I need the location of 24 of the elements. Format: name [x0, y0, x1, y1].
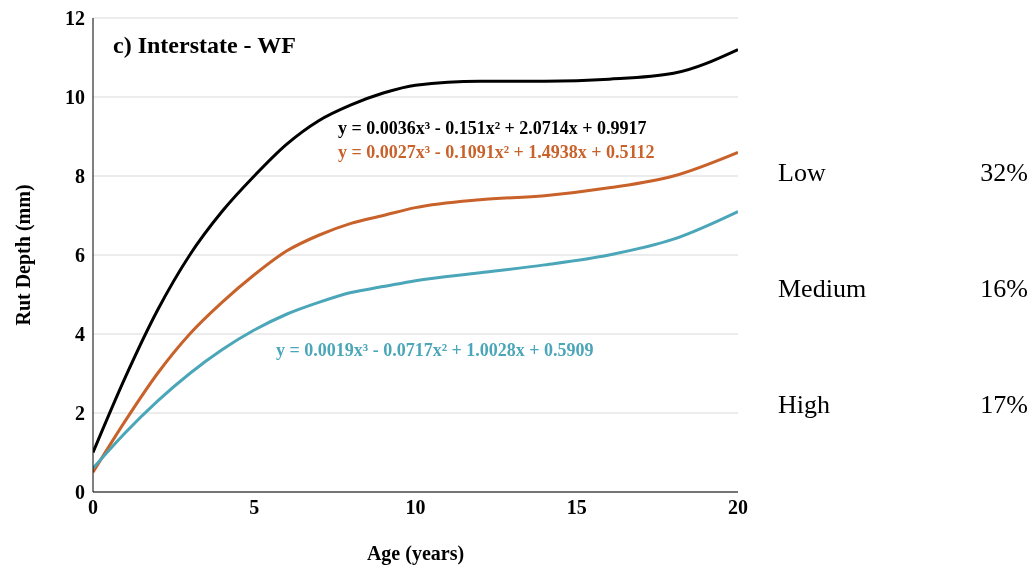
x-axis-title: Age (years) — [366, 542, 465, 565]
y-tick-label: 4 — [75, 323, 85, 346]
text: c) Interstate - WF — [113, 32, 296, 58]
text: High — [778, 390, 830, 421]
annotation: y = 0.0036x³ - 0.151x² + 2.0714x + 0.9917 — [338, 118, 647, 138]
text: 32% — [980, 158, 1028, 189]
x-tick-label: 5 — [249, 496, 260, 519]
line-series — [93, 210, 738, 470]
annotation: y = 0.0019x³ - 0.0717x² + 1.0028x + 0.5909 — [276, 340, 594, 360]
text: Low — [778, 158, 826, 189]
y-tick-label: 10 — [65, 86, 85, 109]
y-tick-label: 2 — [75, 402, 85, 425]
text: Medium — [778, 274, 867, 305]
y-axis-title: Rut Depth (mm) — [12, 184, 36, 326]
y-tick-label: 12 — [65, 7, 85, 30]
x-tick-label: 10 — [405, 496, 426, 519]
text: 16% — [980, 274, 1028, 305]
x-tick-label: 15 — [566, 496, 587, 519]
text: 17% — [980, 390, 1028, 421]
annotation: y = 0.0027x³ - 0.1091x² + 1.4938x + 0.5112 — [338, 142, 655, 162]
y-tick-label: 6 — [75, 244, 85, 267]
x-tick-label: 20 — [728, 496, 748, 519]
y-tick-label: 0 — [75, 481, 85, 504]
y-tick-label: 8 — [75, 165, 85, 188]
